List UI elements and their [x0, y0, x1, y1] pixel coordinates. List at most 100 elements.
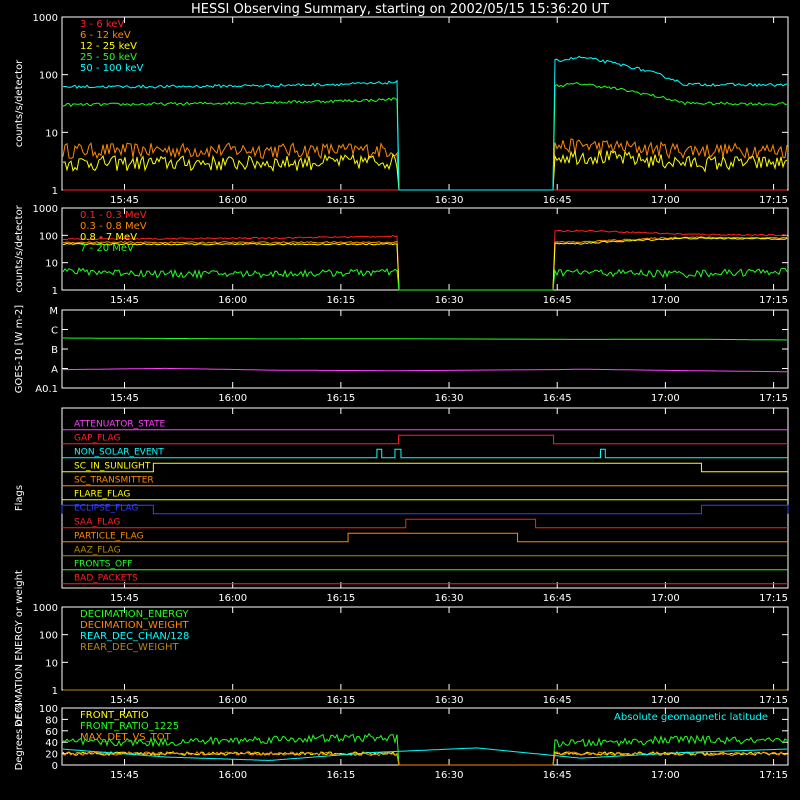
panel-frame — [61, 407, 789, 589]
x-tick-label: 16:00 — [218, 770, 247, 781]
y-tick-label: A — [51, 365, 58, 376]
series-line — [63, 367, 787, 373]
flag-line — [62, 448, 788, 459]
x-tick-label: 15:45 — [110, 770, 139, 781]
y-tick-label: 10 — [45, 128, 58, 139]
legend-entry: 12 - 25 keV — [80, 41, 137, 52]
panels: 15:45 16:00 16:15 16:30 16:45 17:00 17:15 count… — [14, 13, 789, 781]
flag-line — [62, 518, 788, 529]
flag-label: AAZ_FLAG — [74, 546, 121, 556]
y-tick-label: 100 — [39, 631, 58, 642]
legend-entry: DECIMATION_ENERGY — [80, 609, 189, 620]
flag-label: SC_IN_SUNLIGHT — [74, 462, 151, 472]
y-tick-label: 40 — [45, 738, 58, 749]
x-tick-label: 15:45 — [110, 195, 139, 206]
y-tick-label: A0.1 — [35, 384, 58, 395]
x-tick-label: 16:00 — [218, 393, 247, 404]
x-tick-label: 16:45 — [543, 770, 572, 781]
flag-label: SAA_FLAG — [74, 518, 120, 528]
legend-entry: 0.1 - 0.3 MeV — [80, 210, 147, 221]
legend-entry: 25 - 50 keV — [80, 52, 137, 63]
y-axis-label: GOES-10 [W m-2] — [14, 305, 25, 393]
y-axis-label: Flags — [14, 485, 25, 511]
legend-entry: REAR_DEC_WEIGHT — [80, 642, 179, 653]
chart-panel-6: 15:45 16:00 16:15 16:30 16:45 17:00 17:15 Degre… — [14, 703, 789, 781]
x-tick-label: 15:45 — [110, 593, 139, 604]
x-tick-label: 16:15 — [326, 195, 355, 206]
y-axis-label: Degrees or % — [14, 703, 25, 771]
x-tick-label: 15:45 — [110, 393, 139, 404]
y-tick-label: 1000 — [33, 204, 58, 215]
flag-line — [62, 434, 788, 445]
x-tick-label: 17:00 — [651, 593, 680, 604]
legend-entry: FRONT_RATIO — [80, 710, 149, 721]
x-tick-label: 16:15 — [326, 295, 355, 306]
y-axis-label: counts/s/detector — [14, 204, 25, 292]
x-tick-label: 16:30 — [435, 695, 464, 706]
y-tick-label: 1 — [52, 686, 58, 697]
series-line — [62, 55, 788, 191]
flag-line — [61, 504, 789, 515]
legend-entry: 6 - 12 keV — [80, 30, 131, 41]
y-tick-label: M — [49, 306, 58, 317]
chart-panel-1: 15:45 16:00 16:15 16:30 16:45 17:00 17:15 count… — [14, 13, 789, 206]
x-tick-label: 16:45 — [543, 195, 572, 206]
legend-entry: 3 - 6 keV — [80, 19, 124, 30]
x-tick-label: 17:00 — [651, 770, 680, 781]
y-tick-label: 1 — [52, 186, 58, 197]
legend-entry: Absolute geomagnetic latitude — [614, 712, 768, 723]
legend-entry: DECIMATION_WEIGHT — [80, 620, 189, 631]
legend-entry: MAX_DET_VS_TOT — [80, 732, 172, 743]
legend-entry: 0.8 - 7 MeV — [80, 232, 137, 243]
flag-label: PARTICLE_FLAG — [74, 532, 144, 542]
legend-entry: 0.3 - 0.8 MeV — [80, 221, 147, 232]
legend-entry: 7 - 20 MeV — [80, 243, 134, 254]
x-tick-label: 16:15 — [326, 593, 355, 604]
x-tick-label: 16:00 — [218, 593, 247, 604]
x-tick-label: 16:00 — [218, 195, 247, 206]
x-tick-label: 16:15 — [326, 770, 355, 781]
series-line — [62, 747, 787, 761]
figure-title: HESSI Observing Summary, starting on 200… — [191, 2, 609, 17]
flag-label: BAD_PACKETS — [74, 574, 138, 584]
flag-label: SC_TRANSMITTER — [74, 476, 154, 486]
chart-panel-4: 15:45 16:00 16:15 16:30 16:45 17:00 17:15 Flags… — [14, 407, 789, 604]
flag-line — [62, 462, 788, 473]
y-tick-label: 10 — [45, 658, 58, 669]
y-tick-label: 80 — [45, 715, 58, 726]
flag-line — [62, 532, 788, 543]
y-tick-label: 20 — [45, 750, 58, 761]
x-tick-label: 16:00 — [218, 295, 247, 306]
flag-label: GAP_FLAG — [74, 434, 120, 444]
legend-entry: 50 - 100 keV — [80, 63, 144, 74]
chart-panel-5: 15:45 16:00 16:15 16:30 16:45 17:00 17:15 DECIM… — [14, 570, 789, 727]
legend-entry: REAR_DEC_CHAN/128 — [80, 631, 189, 642]
y-tick-label: 100 — [39, 231, 58, 242]
chart-panel-3: 15:45 16:00 16:15 16:30 16:45 17:00 17:15 GOES-… — [14, 305, 789, 404]
y-axis-label: DECIMATION ENERGY or weight — [14, 570, 25, 727]
y-tick-label: 1000 — [33, 603, 58, 614]
y-tick-label: 100 — [39, 71, 58, 82]
y-tick-label: 100 — [39, 704, 58, 715]
x-tick-label: 16:45 — [543, 393, 572, 404]
x-tick-label: 16:45 — [543, 593, 572, 604]
x-tick-label: 17:15 — [759, 593, 788, 604]
y-axis-label: counts/s/detector — [14, 59, 25, 147]
x-tick-label: 16:30 — [435, 195, 464, 206]
flag-label: ECLIPSE_FLAG — [74, 504, 138, 514]
x-tick-label: 17:15 — [759, 695, 788, 706]
x-tick-label: 17:15 — [759, 295, 788, 306]
y-tick-label: 1 — [52, 286, 58, 297]
flag-label: FRONTS_OFF — [74, 560, 132, 570]
x-tick-label: 16:45 — [543, 295, 572, 306]
x-tick-label: 16:00 — [218, 695, 247, 706]
x-tick-label: 17:15 — [759, 770, 788, 781]
y-tick-label: C — [51, 326, 58, 337]
x-tick-label: 16:30 — [435, 393, 464, 404]
series-line — [62, 267, 788, 291]
x-tick-label: 17:00 — [651, 695, 680, 706]
series-line — [63, 337, 788, 341]
x-tick-label: 17:15 — [759, 393, 788, 404]
x-tick-label: 17:00 — [651, 393, 680, 404]
